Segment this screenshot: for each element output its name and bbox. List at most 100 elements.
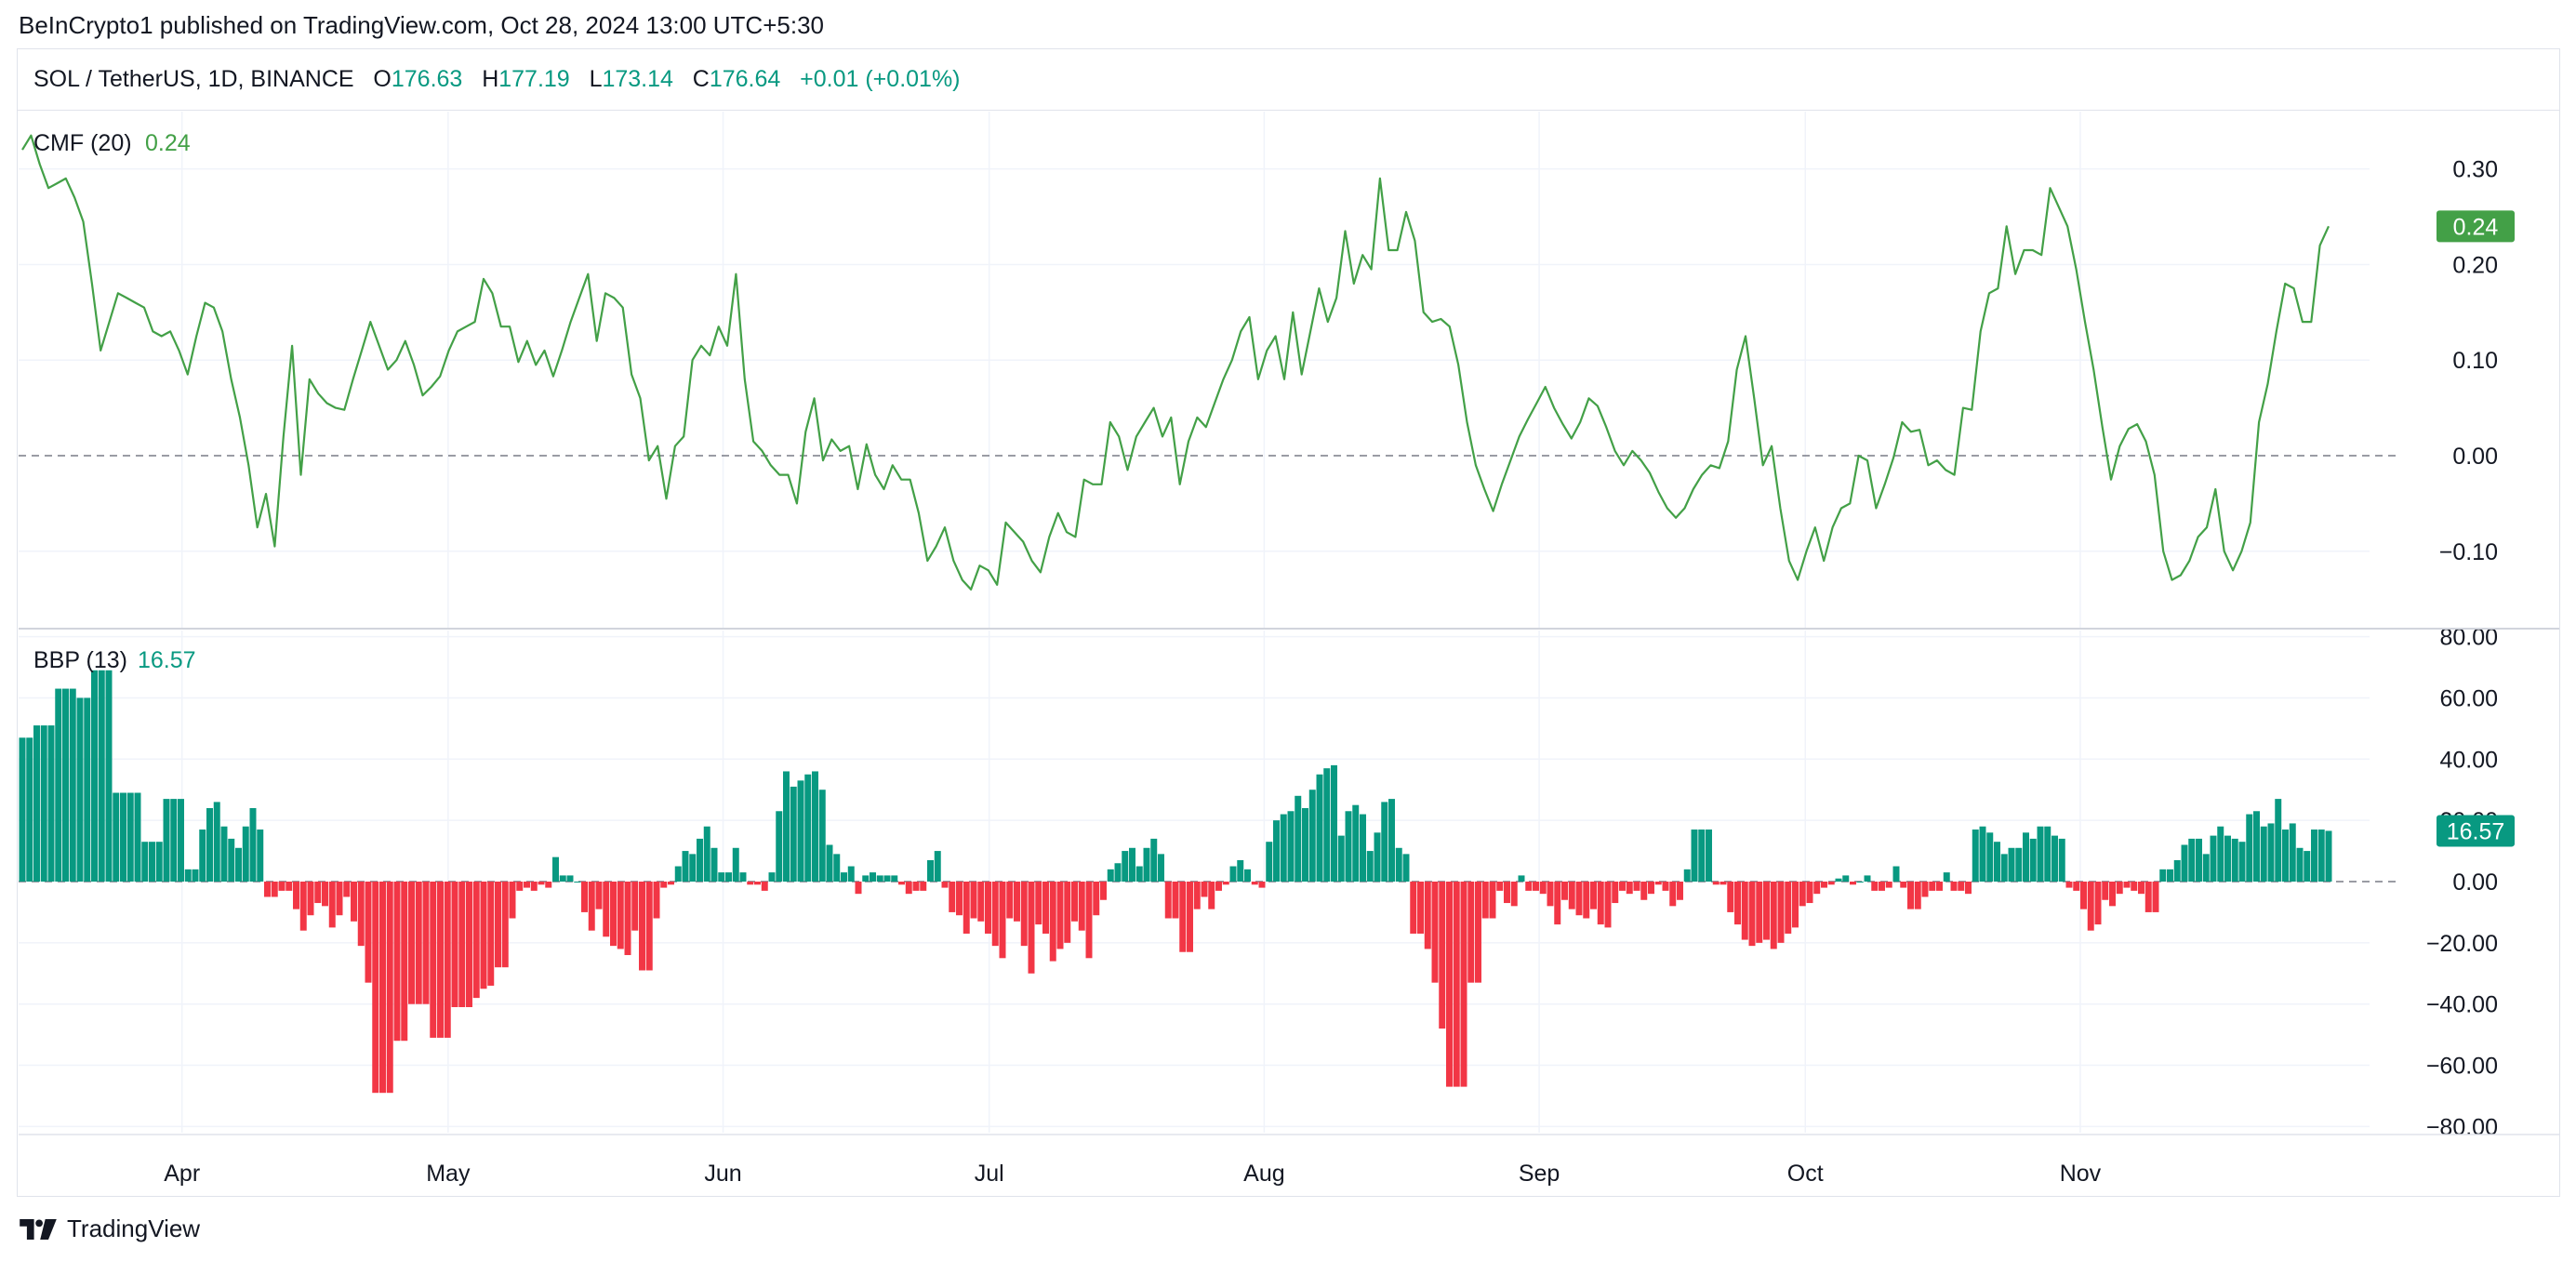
bbp-bar[interactable] xyxy=(639,882,645,971)
bbp-bar[interactable] xyxy=(1936,882,1943,891)
bbp-bar[interactable] xyxy=(855,882,862,895)
bbp-bar[interactable] xyxy=(645,882,653,971)
bbp-bar[interactable] xyxy=(2224,835,2231,882)
bbp-bar[interactable] xyxy=(105,670,113,882)
bbp-bar[interactable] xyxy=(1748,882,1756,947)
bbp-bar[interactable] xyxy=(1071,882,1078,922)
bbp-bar[interactable] xyxy=(754,882,761,885)
bbp-bar[interactable] xyxy=(1381,802,1388,882)
bbp-bar[interactable] xyxy=(1929,882,1936,891)
bbp-bar[interactable] xyxy=(761,882,768,891)
bbp-bar[interactable] xyxy=(588,882,595,931)
bbp-bar[interactable] xyxy=(1763,882,1770,940)
bbp-bar[interactable] xyxy=(1907,882,1914,909)
bbp-bar[interactable] xyxy=(242,826,249,882)
bbp-bar[interactable] xyxy=(1467,882,1475,983)
bbp-bar[interactable] xyxy=(1756,882,1763,943)
bbp-bar[interactable] xyxy=(1677,882,1683,900)
bbp-bar[interactable] xyxy=(1417,882,1424,934)
bbp-bar[interactable] xyxy=(530,882,538,891)
bbp-bar[interactable] xyxy=(883,875,891,882)
bbp-bar[interactable] xyxy=(1143,847,1150,882)
bbp-bar[interactable] xyxy=(2238,842,2246,882)
bbp-bar[interactable] xyxy=(2015,847,2023,882)
bbp-bar[interactable] xyxy=(1078,882,1085,931)
bbp-bar[interactable] xyxy=(783,771,790,882)
bbp-bar[interactable] xyxy=(1879,882,1885,891)
bbp-bar[interactable] xyxy=(747,882,754,885)
bbp-bar[interactable] xyxy=(610,882,617,947)
bbp-bar[interactable] xyxy=(299,882,307,931)
bbp-bar[interactable] xyxy=(1028,882,1035,974)
cmf-series-line[interactable] xyxy=(21,134,2330,591)
bbp-bar[interactable] xyxy=(1691,830,1698,882)
bbp-bar[interactable] xyxy=(386,882,393,1094)
bbp-bar[interactable] xyxy=(357,882,365,947)
bbp-bar[interactable] xyxy=(818,790,826,882)
bbp-bar[interactable] xyxy=(1287,811,1295,882)
bbp-bar[interactable] xyxy=(2317,830,2325,882)
bbp-bar[interactable] xyxy=(178,799,184,882)
bbp-bar[interactable] xyxy=(1179,882,1187,952)
bbp-bar[interactable] xyxy=(1295,795,1302,882)
bbp-bar[interactable] xyxy=(351,882,357,922)
bbp-bar[interactable] xyxy=(574,882,581,883)
bbp-bar[interactable] xyxy=(2144,882,2152,912)
bbp-bar[interactable] xyxy=(393,882,401,1042)
bbp-bar[interactable] xyxy=(970,882,977,919)
bbp-bar[interactable] xyxy=(1093,882,1100,916)
bbp-bar[interactable] xyxy=(2152,882,2159,912)
bbp-bar[interactable] xyxy=(1042,882,1049,934)
bbp-bar[interactable] xyxy=(2159,869,2167,882)
bbp-bar[interactable] xyxy=(134,792,141,882)
bbp-bar[interactable] xyxy=(213,802,220,882)
bbp-bar[interactable] xyxy=(1835,878,1842,882)
bbp-bar[interactable] xyxy=(62,688,69,882)
bbp-bar[interactable] xyxy=(1014,882,1020,922)
bbp-bar[interactable] xyxy=(1215,882,1222,891)
bbp-bar[interactable] xyxy=(1337,835,1345,882)
bbp-bar[interactable] xyxy=(1864,875,1871,882)
bbp-bar[interactable] xyxy=(1308,790,1316,882)
bbp-bar[interactable] xyxy=(674,866,682,882)
bbp-bar[interactable] xyxy=(624,882,631,956)
bbp-bar[interactable] xyxy=(40,725,47,882)
bbp-bar[interactable] xyxy=(422,882,430,1004)
bbp-bar[interactable] xyxy=(444,882,451,1038)
bbp-bar[interactable] xyxy=(1547,882,1554,907)
bbp-bar[interactable] xyxy=(501,882,509,968)
bbp-bar[interactable] xyxy=(264,882,271,897)
bbp-bar[interactable] xyxy=(1316,774,1323,882)
bbp-bar[interactable] xyxy=(1164,882,1172,919)
bbp-bar[interactable] xyxy=(1785,882,1792,934)
bbp-bar[interactable] xyxy=(2080,882,2087,909)
bbp-bar[interactable] xyxy=(307,882,314,916)
bbp-bar[interactable] xyxy=(2210,835,2217,882)
bbp-bar[interactable] xyxy=(718,872,725,882)
bbp-bar[interactable] xyxy=(1770,882,1777,949)
bbp-bar[interactable] xyxy=(322,882,328,907)
bbp-bar[interactable] xyxy=(870,872,876,882)
bbp-bar[interactable] xyxy=(487,882,495,986)
bbp-bar[interactable] xyxy=(1943,872,1950,882)
bbp-bar[interactable] xyxy=(1777,882,1785,943)
bbp-bar[interactable] xyxy=(328,882,336,928)
bbp-bar[interactable] xyxy=(1345,811,1352,882)
bbp-bar[interactable] xyxy=(1871,882,1879,891)
bbp-bar[interactable] xyxy=(1504,882,1510,904)
bbp-bar[interactable] xyxy=(1374,832,1381,882)
bbp-bar[interactable] xyxy=(1965,882,1972,895)
bbp-bar[interactable] xyxy=(1518,875,1525,882)
bbp-bar[interactable] xyxy=(1827,882,1835,885)
bbp-bar[interactable] xyxy=(2052,835,2058,882)
bbp-bar[interactable] xyxy=(1914,882,1921,909)
bbp-bar[interactable] xyxy=(934,851,941,882)
bbp-bar[interactable] xyxy=(278,882,285,891)
bbp-bar[interactable] xyxy=(1533,882,1539,891)
bbp-bar[interactable] xyxy=(920,882,927,891)
bbp-bar[interactable] xyxy=(2123,882,2131,888)
bbp-bar[interactable] xyxy=(451,882,458,1007)
bbp-bar[interactable] xyxy=(437,882,444,1038)
bbp-bar[interactable] xyxy=(495,882,501,968)
bbp-bar[interactable] xyxy=(2325,830,2332,882)
